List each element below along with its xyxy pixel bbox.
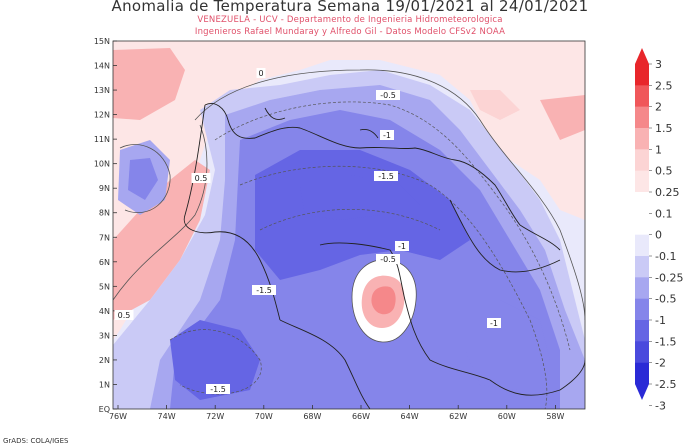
contour-lines [113,69,585,409]
lon-label: 68W [303,412,321,421]
lat-label: 13N [94,86,110,95]
grads-credit: GrADS: COLA/IGES [3,437,69,445]
lat-label: 8N [99,209,110,218]
lat-label: 1N [99,380,110,389]
lat-label: 3N [99,331,110,340]
map-frame [112,40,586,410]
colorbar-label: 0.1 [655,207,673,220]
colorbar-label: -2 [655,357,666,370]
contour-label-bg [114,310,134,320]
colorbar-label: 2 [655,101,662,114]
contour-label: 0.5 [118,311,131,320]
colorbar-swatch [635,320,649,342]
contour-label-bg [256,68,266,78]
colorbar-label: -2.5 [655,378,676,391]
lon-label: 76W [109,412,127,421]
colorbar-swatch [635,170,649,193]
contour-label-bg [252,285,276,295]
contour-label: -0.5 [380,91,396,100]
colorbar-swatch [635,149,649,171]
colorbar-bottom-arrow [635,384,649,400]
contour-label-bg [206,384,230,394]
contour-label: -0.5 [380,255,396,264]
subtitle-authors: Ingenieros Rafael Mundaray y Alfredo Gil… [194,27,506,37]
colorbar-label: 1 [655,143,662,156]
colorbar-label: 1.5 [655,122,673,135]
contour-label-bg [395,241,409,251]
lat-label: EQ [99,405,110,414]
country-borders [183,103,585,409]
longitude-axis: 76W 74W 72W 70W 68W 66W 64W 62W 60W 58W [109,405,565,421]
lon-label: 58W [546,412,564,421]
contour-label: -1 [398,242,406,251]
contour-label: 0.5 [195,174,208,183]
colorbar-label: -1 [655,314,666,327]
colorbar-swatch [635,341,649,363]
contour-label: 0 [258,69,263,78]
colorbar-label: -0.1 [655,250,676,263]
latitude-axis: 15N 14N 13N 12N 11N 10N 9N 8N 7N 6N 5N 4N 3N 2N 1N EQ [94,37,117,414]
colorbar-swatch [635,298,649,321]
colorbar-label: 0 [655,229,662,242]
lat-label: 4N [99,307,110,316]
colorbar-label: -0.25 [655,271,683,284]
contour-label-bg [191,173,211,183]
contour-value-labels: -0.5-1-1.50.5-1-0.5-1.5-10.5-1.50 [114,68,501,394]
lon-label: 60W [498,412,516,421]
chart-title: Anomalia de Temperatura Semana 19/01/202… [111,0,589,15]
lon-label: 70W [255,412,273,421]
colorbar-swatch [635,277,649,299]
colorbar-label: 2.5 [655,79,673,92]
contour-label-bg [376,254,400,264]
colorbar-label: -3 [655,399,666,412]
contour-label: -1 [490,319,498,328]
lon-label: 72W [206,412,224,421]
lat-label: 9N [99,184,110,193]
colorbar-swatch [635,106,649,129]
contour-label-bg [374,171,398,181]
colorbar-swatch [635,362,649,385]
lat-label: 11N [94,135,110,144]
lat-label: 2N [99,356,110,365]
contour-label: -1.5 [210,385,226,394]
contour-label-bg [487,318,501,328]
lat-label: 5N [99,282,110,291]
colorbar-label: -0.5 [655,293,676,306]
subtitle-institution: VENEZUELA - UCV - Departamento de Ingeni… [197,15,503,25]
lat-label: 10N [94,160,110,169]
lon-label: 64W [401,412,419,421]
contour-label-bg [376,90,400,100]
colorbar-label: -1.5 [655,335,676,348]
lat-label: 14N [94,62,110,71]
colorbar-label: 0.25 [655,186,680,199]
lat-label: 6N [99,258,110,267]
lon-label: 66W [352,412,370,421]
colorbar-swatch [635,213,649,235]
colorbar-top-arrow [635,48,649,64]
colorbar-swatch [635,234,649,257]
lon-label: 74W [158,412,176,421]
lat-label: 15N [94,37,110,46]
colorbar-swatch [635,128,649,150]
colorbar-swatch [635,85,649,107]
lat-label: 7N [99,233,110,242]
contour-label: -1.5 [256,286,272,295]
contour-label-bg [380,130,394,140]
colorbar-swatch [635,64,649,86]
colorbar-swatch [635,192,649,214]
colorbar-label: 0.5 [655,165,673,178]
lat-label: 12N [94,111,110,120]
contour-label: -1 [383,131,391,140]
anomaly-shading [113,41,585,409]
contour-label: -1.5 [378,172,394,181]
lon-label: 62W [449,412,467,421]
colorbar-label: 3 [655,58,662,71]
colorbar-legend: 3 2.5 2 1.5 1 0.5 0.25 0.1 0 -0.1 -0.25 -0.5 -1 -1.5 -… [635,48,683,412]
colorbar-swatch [635,256,649,278]
